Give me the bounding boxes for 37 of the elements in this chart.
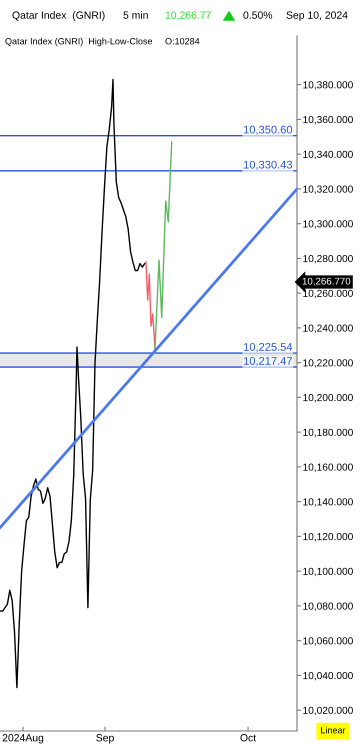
y-tick-label: 10,380.000: [303, 81, 353, 90]
text: 10,266.770: [302, 278, 350, 286]
ref-line-label: 10,350.60: [244, 126, 292, 135]
x-tick-label: Oct: [240, 734, 256, 742]
x-tick-label: 2024Aug: [2, 734, 44, 744]
y-tick-label: 10,320.000: [303, 185, 353, 194]
text: 5 min: [123, 11, 148, 19]
ref-line-label: 10,330.43: [244, 160, 292, 170]
y-tick-label: 10,100.000: [303, 568, 353, 576]
y-tick-label: 10,240.000: [303, 324, 353, 333]
annotation: Qatar Index (GNRI) High-Low-Close O:10284: [5, 38, 200, 46]
y-tick-label: 10,280.000: [303, 254, 353, 264]
y-tick-label: 10,200.000: [303, 394, 353, 402]
y-tick-label: 10,340.000: [303, 150, 353, 160]
y-tick-label: 10,080.000: [303, 602, 353, 611]
y-tick-label: 10,140.000: [303, 498, 353, 507]
chart-title: Qatar Index (GNRI): [12, 11, 105, 21]
y-tick-label: 10,300.000: [303, 220, 353, 229]
text: 0.50%: [243, 11, 272, 19]
y-tick-label: 10,020.000: [303, 706, 353, 716]
line-series: [0, 78, 146, 688]
ref-line-label: 10,217.47: [244, 356, 292, 366]
y-tick-label: 10,180.000: [303, 428, 353, 438]
y-tick-label: 10,160.000: [303, 463, 353, 472]
text: Sep 10, 2024: [286, 11, 348, 21]
y-tick-label: 10,060.000: [303, 637, 353, 646]
y-tick-label: 10,260.000: [303, 290, 353, 298]
line-series: [154, 141, 172, 350]
y-tick-label: 10,120.000: [303, 532, 353, 542]
y-tick-label: 10,040.000: [303, 672, 353, 680]
x-tick-label: Sep: [96, 734, 114, 744]
ref-line-label: 10,225.54: [244, 342, 292, 352]
text: 10,266.77: [166, 11, 211, 20]
text: Linear: [321, 726, 346, 734]
line-series: [145, 261, 156, 350]
y-tick-label: 10,360.000: [303, 116, 353, 124]
y-tick-label: 10,220.000: [303, 359, 353, 368]
